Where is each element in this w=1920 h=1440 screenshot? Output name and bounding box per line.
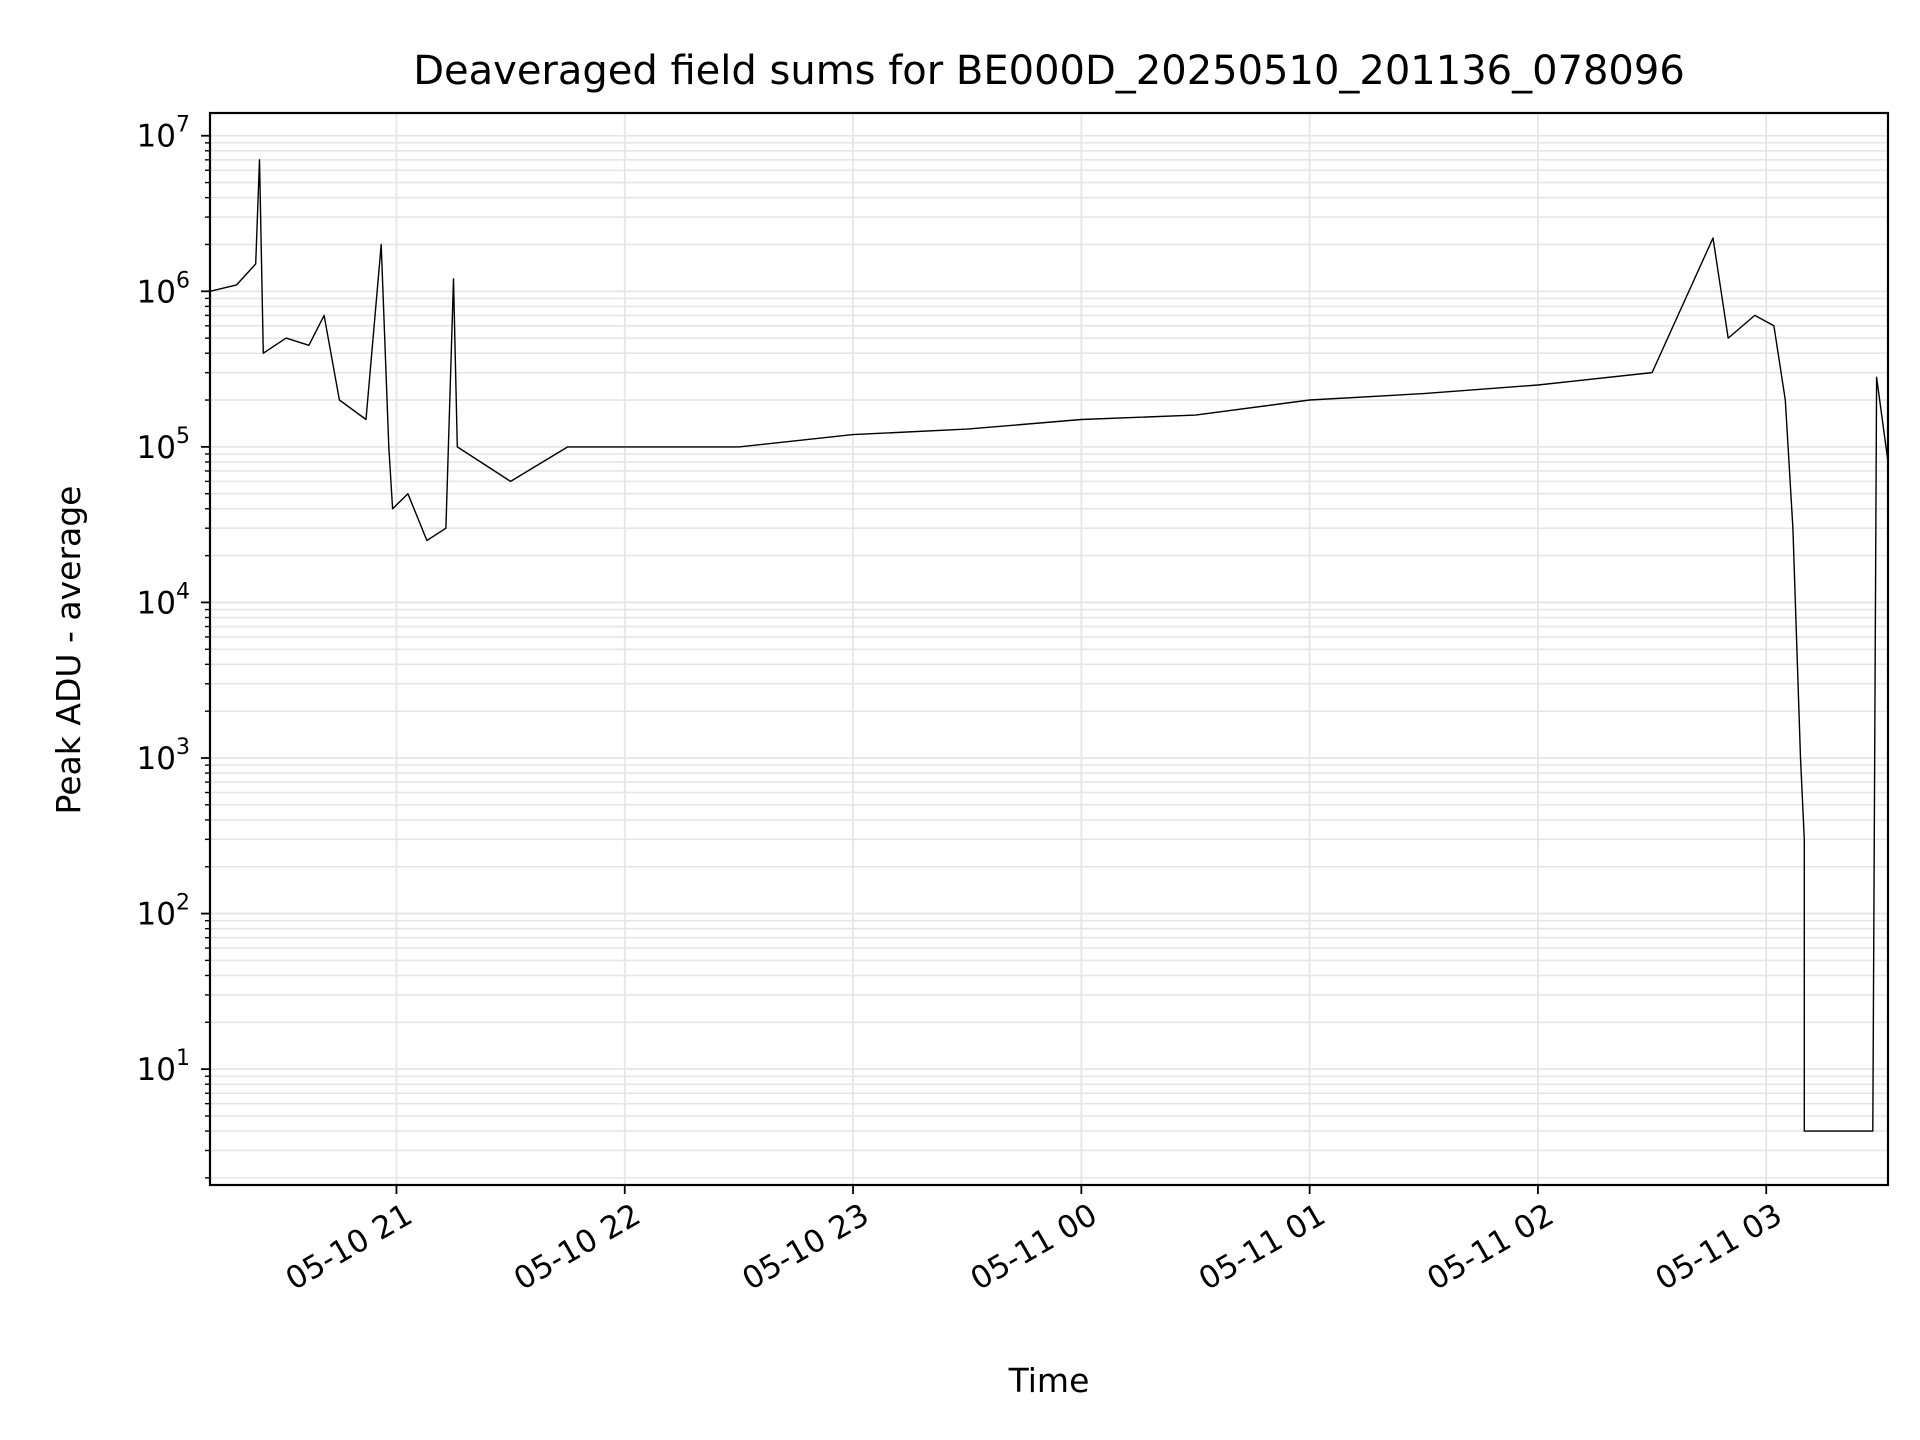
grid-layer bbox=[210, 113, 1888, 1185]
chart-title: Deaveraged field sums for BE000D_2025051… bbox=[413, 48, 1685, 94]
y-axis-label: Peak ADU - average bbox=[49, 486, 88, 815]
y-tick-label: 105 bbox=[137, 424, 190, 466]
x-axis-label: Time bbox=[1008, 1361, 1090, 1400]
series-line bbox=[209, 159, 1889, 1132]
y-tick-label: 101 bbox=[137, 1046, 190, 1088]
y-tick-label: 107 bbox=[137, 113, 190, 155]
series-layer bbox=[209, 159, 1889, 1132]
